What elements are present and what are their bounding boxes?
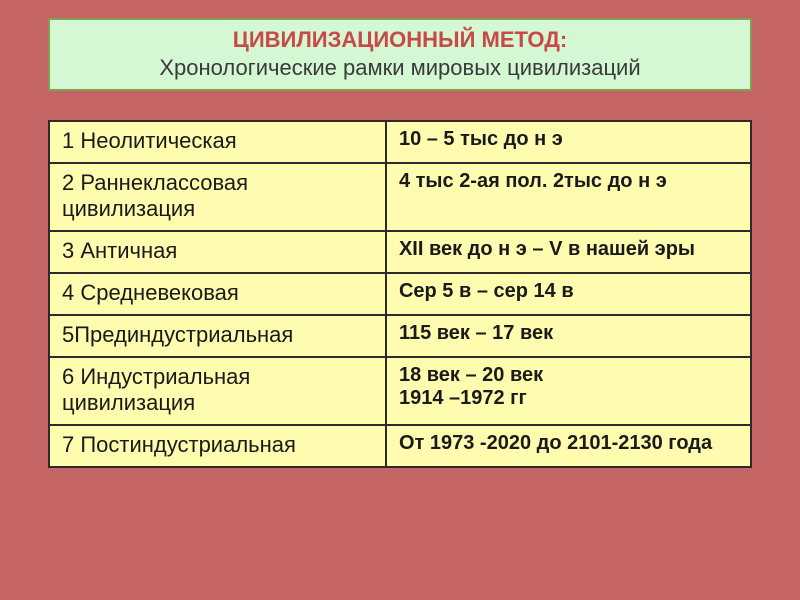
table-row: 6 Индустриальная цивилизация 18 век – 20… [49,357,751,425]
cell-name: 1 Неолитическая [49,121,386,163]
cell-period: 18 век – 20 век 1914 –1972 гг [386,357,751,425]
cell-period: 4 тыс 2-ая пол. 2тыс до н э [386,163,751,231]
header-subtitle: Хронологические рамки мировых цивилизаци… [60,54,740,82]
civilizations-table: 1 Неолитическая 10 – 5 тыс до н э 2 Ранн… [48,120,752,468]
cell-name: 5Прединдустриальная [49,315,386,357]
cell-period-line2: 1914 –1972 гг [399,387,740,410]
cell-period: XII век до н э – V в нашей эры [386,231,751,273]
table-row: 1 Неолитическая 10 – 5 тыс до н э [49,121,751,163]
table-row: 3 Античная XII век до н э – V в нашей эр… [49,231,751,273]
table-row: 2 Раннеклассовая цивилизация 4 тыс 2-ая … [49,163,751,231]
cell-period: Сер 5 в – сер 14 в [386,273,751,315]
cell-period: 10 – 5 тыс до н э [386,121,751,163]
table-row: 7 Постиндустриальная От 1973 -2020 до 21… [49,425,751,467]
cell-period: От 1973 -2020 до 2101-2130 года [386,425,751,467]
cell-name: 2 Раннеклассовая цивилизация [49,163,386,231]
table-row: 4 Средневековая Сер 5 в – сер 14 в [49,273,751,315]
cell-name: 6 Индустриальная цивилизация [49,357,386,425]
header-box: ЦИВИЛИЗАЦИОННЫЙ МЕТОД: Хронологические р… [48,18,752,91]
cell-period: 115 век – 17 век [386,315,751,357]
cell-name: 3 Античная [49,231,386,273]
cell-name: 7 Постиндустриальная [49,425,386,467]
cell-period-line1: 18 век – 20 век [399,364,543,386]
header-title: ЦИВИЛИЗАЦИОННЫЙ МЕТОД: [60,26,740,54]
cell-name: 4 Средневековая [49,273,386,315]
slide: ЦИВИЛИЗАЦИОННЫЙ МЕТОД: Хронологические р… [0,0,800,600]
table-row: 5Прединдустриальная 115 век – 17 век [49,315,751,357]
